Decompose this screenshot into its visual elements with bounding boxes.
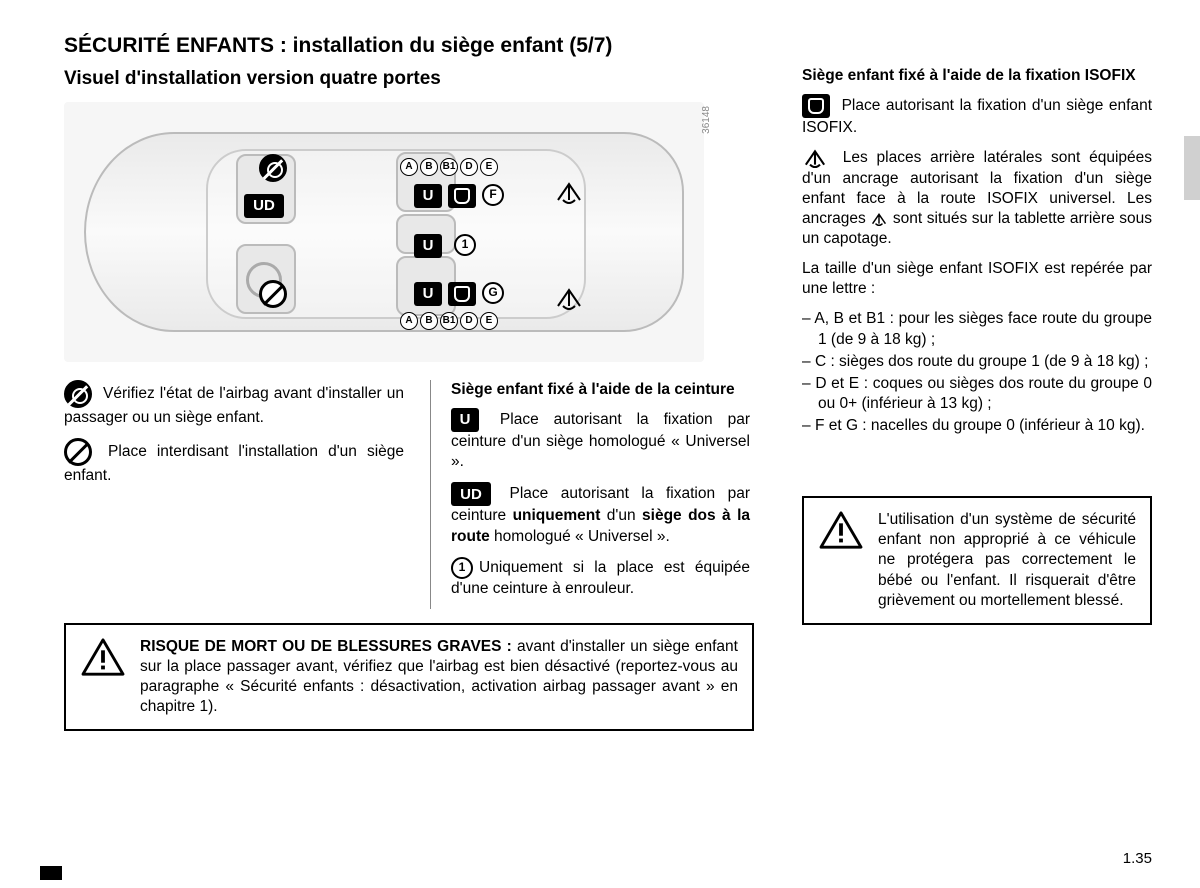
lbl: B1 (440, 158, 458, 176)
forbidden-icon (259, 280, 287, 308)
lbl: B1 (440, 312, 458, 330)
text: uniquement (513, 507, 601, 524)
tether-anchor-icon (870, 212, 888, 226)
lbl: B (420, 158, 438, 176)
page-title: SÉCURITÉ ENFANTS : installation du siège… (64, 32, 1152, 59)
isofix-p1: Place autorisant la fixation d'un siège … (802, 94, 1152, 138)
ud-text: UD Place autorisant la fixation par cein… (451, 482, 750, 546)
diagram-ref-number: 36148 (700, 106, 713, 134)
forbidden-text: Place interdisant l'installation d'un si… (64, 438, 404, 486)
u-text: U Place autorisant la fixation par ceint… (451, 408, 750, 472)
list-item: A, B et B1 : pour les sièges face route … (802, 309, 1152, 349)
note-text: 1Uniquement si la place est équipée d'un… (451, 557, 750, 599)
section-side-tab (1184, 136, 1200, 200)
isofix-icon (448, 184, 476, 208)
warning-text: L'utilisation d'un système de sécurité e… (878, 510, 1136, 611)
note-number: 1 (451, 557, 473, 579)
lbl: A (400, 312, 418, 330)
text: Place autorisant la fixation d'un siège … (802, 97, 1152, 136)
isofix-p2: Les places arrière latérales sont équipé… (802, 148, 1152, 249)
lbl: E (480, 158, 498, 176)
isofix-p3: La taille d'un siège enfant ISOFIX est r… (802, 259, 1152, 299)
list-item: C : sièges dos route du groupe 1 (de 9 à… (802, 352, 1152, 372)
lbl: D (460, 158, 478, 176)
warning-airbag-box: RISQUE DE MORT OU DE BLESSURES GRAVES : … (64, 623, 754, 732)
airbag-check-icon (64, 380, 92, 408)
ud-badge: UD (451, 482, 491, 506)
tether-anchor-icon (802, 148, 828, 168)
badge-u-top: U (414, 184, 442, 208)
text: Place interdisant l'installation d'un si… (64, 443, 404, 484)
text: Uniquement si la place est équipée d'une… (451, 559, 750, 597)
text: d'un (600, 507, 642, 524)
warning-triangle-icon (80, 637, 126, 677)
badge-f: F (482, 184, 504, 206)
installation-diagram: 36148 UD U F U 1 U G A B B1 D E A B B1 D… (64, 102, 704, 362)
forbidden-icon (64, 438, 92, 466)
warning-triangle-icon (818, 510, 864, 550)
lbl: D (460, 312, 478, 330)
isofix-icon (448, 282, 476, 306)
text: RISQUE DE MORT OU DE BLESSURES GRAVES : (140, 638, 512, 655)
footer-tab (40, 866, 62, 880)
isofix-section-heading: Siège enfant fixé à l'aide de la fixatio… (802, 66, 1152, 86)
bottom-label-row: A B B1 D E (400, 312, 498, 330)
car-outline (84, 132, 684, 332)
text: Vérifiez l'état de l'airbag avant d'inst… (64, 385, 404, 426)
isofix-seat-icon (802, 94, 830, 118)
tether-anchor-icon (554, 286, 584, 310)
badge-u-bottom: U (414, 282, 442, 306)
text: Place autorisant la fixation par ceintur… (451, 411, 750, 470)
warning-text: RISQUE DE MORT OU DE BLESSURES GRAVES : … (140, 637, 738, 718)
airbag-check-text: Vérifiez l'état de l'airbag avant d'inst… (64, 380, 404, 428)
belt-section-heading: Siège enfant fixé à l'aide de la ceintur… (451, 380, 750, 400)
u-badge: U (451, 408, 479, 432)
badge-g: G (482, 282, 504, 304)
list-item: D et E : coques ou sièges dos route du g… (802, 374, 1152, 414)
text: homologué « Universel ». (490, 528, 670, 545)
warning-system-box: L'utilisation d'un système de sécurité e… (802, 496, 1152, 625)
lbl: B (420, 312, 438, 330)
top-label-row: A B B1 D E (400, 158, 498, 176)
lbl: A (400, 158, 418, 176)
badge-ud: UD (244, 194, 284, 218)
badge-u-mid: U (414, 234, 442, 258)
airbag-check-icon (259, 154, 287, 182)
tether-anchor-icon (554, 180, 584, 204)
lbl: E (480, 312, 498, 330)
page-number: 1.35 (1123, 849, 1152, 869)
size-list: A, B et B1 : pour les sièges face route … (802, 309, 1152, 436)
list-item: F et G : nacelles du groupe 0 (inférieur… (802, 416, 1152, 436)
callout-one: 1 (454, 234, 476, 256)
